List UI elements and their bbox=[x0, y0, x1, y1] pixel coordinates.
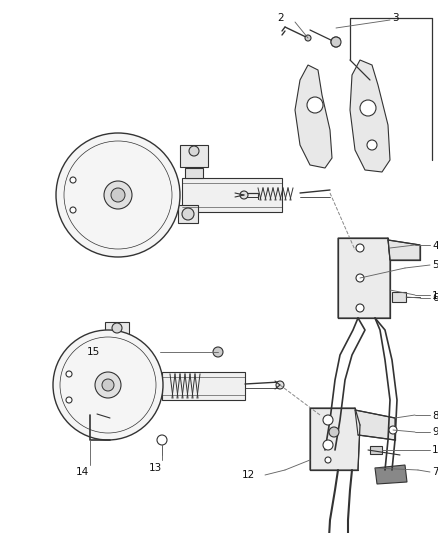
Circle shape bbox=[157, 435, 167, 445]
Circle shape bbox=[66, 371, 72, 377]
Polygon shape bbox=[162, 372, 245, 400]
Text: 10: 10 bbox=[432, 445, 438, 455]
Circle shape bbox=[111, 188, 125, 202]
Bar bbox=[370, 446, 382, 454]
Circle shape bbox=[331, 37, 341, 47]
Text: 14: 14 bbox=[75, 467, 88, 477]
Circle shape bbox=[276, 381, 284, 389]
Text: 12: 12 bbox=[242, 470, 255, 480]
Text: 9: 9 bbox=[432, 427, 438, 437]
Circle shape bbox=[323, 415, 333, 425]
Text: 3: 3 bbox=[392, 13, 399, 23]
Circle shape bbox=[356, 274, 364, 282]
Text: 4: 4 bbox=[432, 241, 438, 251]
Text: 1: 1 bbox=[432, 291, 438, 301]
Bar bbox=[83, 408, 97, 420]
Text: 5: 5 bbox=[432, 260, 438, 270]
Circle shape bbox=[70, 207, 76, 213]
Circle shape bbox=[213, 347, 223, 357]
Circle shape bbox=[305, 35, 311, 41]
Circle shape bbox=[189, 146, 199, 156]
Circle shape bbox=[360, 100, 376, 116]
Polygon shape bbox=[388, 240, 420, 260]
Circle shape bbox=[182, 208, 194, 220]
Circle shape bbox=[356, 304, 364, 312]
Circle shape bbox=[307, 97, 323, 113]
Bar bbox=[105, 322, 129, 340]
Circle shape bbox=[240, 191, 248, 199]
Bar bbox=[180, 145, 208, 167]
Circle shape bbox=[102, 379, 114, 391]
Polygon shape bbox=[338, 238, 390, 318]
Bar bbox=[178, 205, 198, 223]
Bar bbox=[392, 292, 406, 302]
Circle shape bbox=[323, 440, 333, 450]
Circle shape bbox=[53, 330, 163, 440]
Circle shape bbox=[70, 177, 76, 183]
Text: 2: 2 bbox=[277, 13, 284, 23]
Polygon shape bbox=[182, 178, 282, 212]
Circle shape bbox=[95, 372, 121, 398]
Polygon shape bbox=[295, 65, 332, 168]
Polygon shape bbox=[65, 168, 85, 222]
Polygon shape bbox=[318, 445, 352, 462]
Bar bbox=[185, 168, 203, 178]
Circle shape bbox=[325, 457, 331, 463]
Text: 6: 6 bbox=[432, 293, 438, 303]
Text: 8: 8 bbox=[432, 411, 438, 421]
Polygon shape bbox=[62, 363, 78, 407]
Circle shape bbox=[104, 181, 132, 209]
Text: 7: 7 bbox=[432, 467, 438, 477]
Circle shape bbox=[356, 244, 364, 252]
Circle shape bbox=[66, 397, 72, 403]
Polygon shape bbox=[350, 60, 390, 172]
Polygon shape bbox=[355, 410, 395, 440]
Circle shape bbox=[329, 427, 339, 437]
Text: 15: 15 bbox=[87, 347, 100, 357]
Circle shape bbox=[389, 426, 397, 434]
Circle shape bbox=[56, 133, 180, 257]
Text: 13: 13 bbox=[148, 463, 162, 473]
Polygon shape bbox=[375, 465, 407, 484]
Circle shape bbox=[112, 323, 122, 333]
Polygon shape bbox=[310, 408, 360, 470]
Circle shape bbox=[367, 140, 377, 150]
